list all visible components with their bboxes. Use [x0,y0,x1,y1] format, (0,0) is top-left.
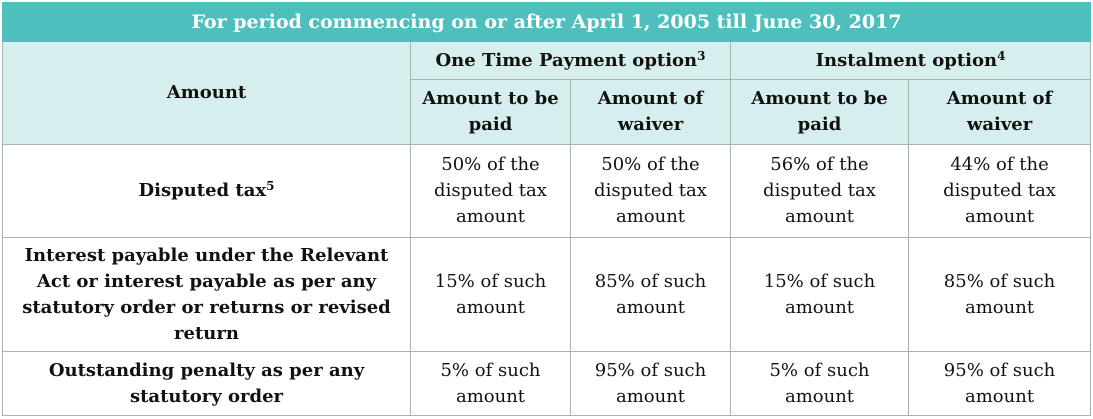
sub-header: Amount of waiver [570,79,731,145]
table-title: For period commencing on or after April … [1,2,1092,42]
row-label: Outstanding penalty as per any statutory… [2,351,411,416]
table-row: Interest payable under the Relevant Act … [2,237,1092,352]
cell: 5% of such amount [730,351,909,416]
cell: 44% of the disputed tax amount [907,144,1092,238]
cell: 95% of such amount [570,351,731,416]
cell: 5% of such amount [410,351,571,416]
sub-header: Amount to be paid [730,79,909,145]
amount-header: Amount [2,41,411,145]
row-label: Disputed tax5 [2,144,411,238]
cell: 56% of the disputed tax amount [730,144,909,238]
cell: 50% of the disputed tax amount [570,144,731,238]
cell: 85% of such amount [907,237,1092,352]
one-time-payment-header: One Time Payment option3 [410,41,731,80]
row-label: Interest payable under the Relevant Act … [2,237,411,352]
cell: 95% of such amount [907,351,1092,416]
instalment-header: Instalment option4 [729,41,1092,80]
table-row: Outstanding penalty as per any statutory… [2,351,1092,416]
cell: 15% of such amount [410,237,571,352]
sub-header: Amount to be paid [410,79,571,145]
cell: 50% of the disputed tax amount [410,144,571,238]
cell: 85% of such amount [570,237,731,352]
cell: 15% of such amount [730,237,909,352]
sub-header: Amount of waiver [907,79,1092,145]
table-row: Disputed tax5 50% of the disputed tax am… [2,144,1092,238]
